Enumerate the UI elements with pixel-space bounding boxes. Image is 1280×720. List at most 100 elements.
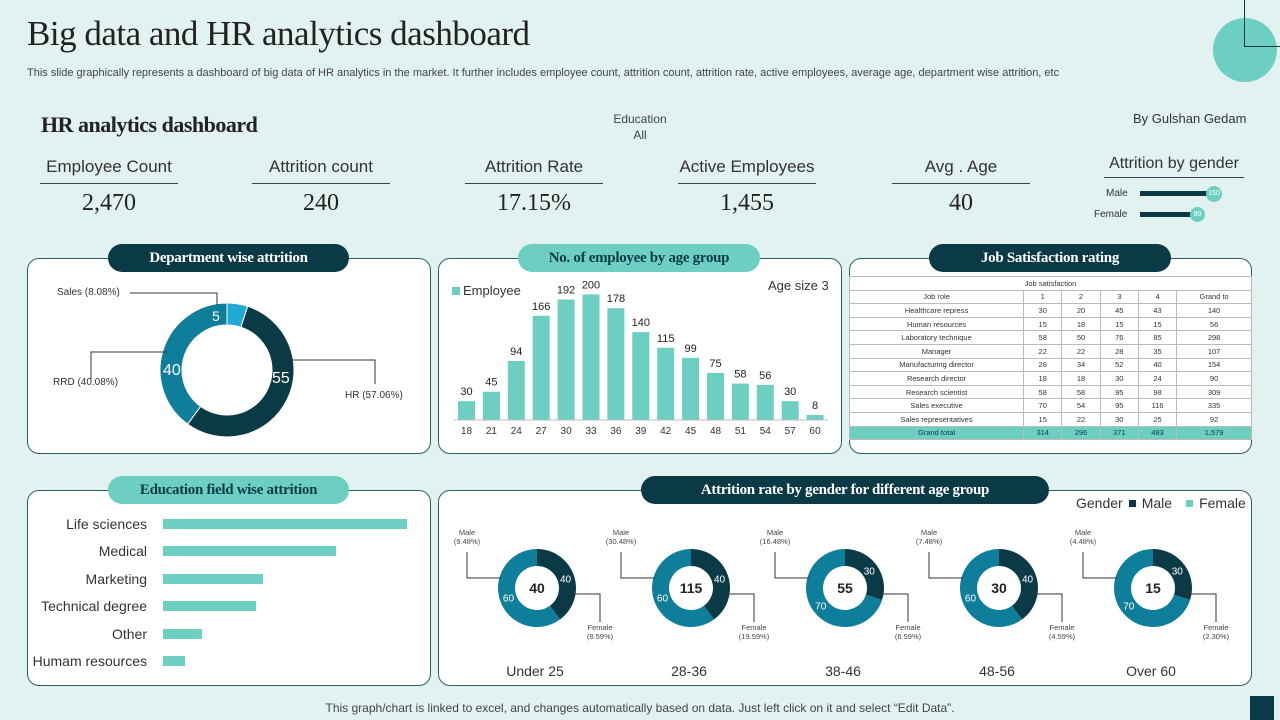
age-bar [632, 332, 650, 420]
table-cell: Human resources [848, 316, 1025, 332]
age-tick-label: 48 [710, 426, 722, 437]
table-cell: Manufacturing director [848, 357, 1025, 373]
table-cell: 45 [1099, 303, 1139, 318]
age-tick-label: 30 [561, 426, 573, 437]
male-value: 40 [1022, 575, 1034, 586]
female-callout: Female (2.30%) [1203, 623, 1230, 641]
table-cell: 4 [1137, 289, 1178, 305]
table-row: Research scientist 58 58 95 98 309 [848, 384, 1252, 400]
age-tick-label: 21 [486, 426, 498, 437]
table-cell: 18 [1061, 371, 1101, 386]
age-tick-label: 54 [760, 426, 772, 437]
gender-age-title: Attrition rate by gender for different a… [641, 476, 1049, 504]
male-callout: Male (30.48%) [606, 528, 637, 546]
table-cell: 30 [1099, 371, 1139, 386]
kpi-attrition-rate: Attrition Rate 17.15% [465, 157, 603, 217]
gender-legend: Gender Male Female [1076, 495, 1246, 511]
female-callout: Female (8.59%) [587, 623, 614, 641]
table-cell: Laboratory technique [848, 330, 1025, 345]
table-cell: 43 [1137, 303, 1178, 318]
donut-center-value: 40 [529, 580, 545, 596]
table-cell: Sales executive [848, 398, 1025, 413]
dept-rrd-value: 40 [163, 362, 181, 379]
female-slice [960, 549, 1022, 627]
female-leader-line [721, 593, 755, 622]
edu-bar [163, 546, 337, 557]
age-annotation: Age size 3 [768, 278, 829, 293]
male-slice [537, 549, 576, 620]
female-leader-line [1183, 593, 1217, 622]
table-row: Research director 18 18 30 24 90 [848, 371, 1252, 386]
age-bar-label: 166 [532, 301, 550, 313]
job-satisfaction-title: Job Satisfaction rating [929, 244, 1171, 272]
edu-bar-label: Medical [98, 543, 147, 560]
age-bar [458, 401, 475, 420]
table-cell: 95 [1099, 398, 1139, 413]
age-bar-label: 45 [485, 377, 497, 389]
author: By Gulshan Gedam [1133, 111, 1247, 126]
table-cell: 371 [1099, 425, 1139, 441]
rrd-leader-line [90, 351, 167, 379]
age-tick-label: 36 [610, 426, 622, 437]
age-bar-label: 75 [709, 358, 721, 370]
dept-sales-value: 5 [212, 308, 220, 324]
page-subtitle: This slide graphically represents a dash… [27, 67, 1060, 79]
edu-bar-label: Humam resources [32, 653, 147, 669]
age-tick-label: 42 [660, 426, 672, 437]
female-leader-line [875, 593, 909, 622]
age-group-label: Over 60 [1126, 663, 1176, 679]
table-cell: 335 [1176, 398, 1252, 413]
age-legend: Employee [452, 283, 521, 298]
edu-bar-row: Marketing [27, 569, 417, 591]
female-value: 60 [657, 593, 669, 604]
edu-bar-row: Other [27, 624, 417, 646]
gender-legend-female: Female [1199, 495, 1246, 511]
gender-female-value: 90 [1190, 207, 1205, 222]
age-bar [657, 347, 675, 420]
table-cell: 15 [1137, 316, 1178, 332]
table-cell: 34 [1061, 357, 1101, 373]
gender-male-label: Male [1106, 188, 1128, 199]
edu-bar-row: Medical [27, 541, 417, 563]
age-bar [781, 401, 799, 420]
age-bar-label: 140 [632, 317, 650, 329]
dashboard-title: HR analytics dashboard [41, 112, 258, 137]
age-group-title: No. of employee by age group [518, 244, 760, 272]
kpi-attrition-count: Attrition count 240 [252, 157, 390, 217]
age-bar-label: 94 [510, 346, 522, 358]
table-cell: 1,579 [1176, 425, 1252, 441]
table-cell: 58 [1023, 330, 1063, 345]
age-bar-label: 178 [607, 293, 625, 305]
job-satisfaction-table: Job satisfaction Job role 1 2 3 4 Grand to Hea… [848, 276, 1252, 441]
table-cell: 154 [1176, 357, 1252, 373]
edu-bar [163, 573, 264, 584]
kpi-value: 17.15% [497, 190, 571, 216]
male-leader-line [466, 552, 501, 579]
kpi-employee-count: Employee Count 2,470 [40, 157, 178, 217]
female-value: 70 [815, 602, 827, 613]
kpi-value: 2,470 [82, 190, 136, 216]
dept-attrition-title: Department wise attrition [108, 244, 349, 272]
corner-square [1250, 696, 1274, 720]
dept-sales-label: Sales (8.08%) [57, 287, 120, 298]
gender-legend-male: Male [1141, 495, 1173, 511]
dept-hr-value: 55 [272, 370, 290, 387]
edu-bar-label: Other [111, 625, 147, 642]
female-value: 60 [503, 593, 515, 604]
table-row: Sales executive 70 54 95 116 335 [848, 398, 1252, 413]
corner-frame [1244, 0, 1280, 47]
table-cell: 25 [1137, 411, 1178, 427]
female-callout: Female (6.59%) [895, 623, 922, 641]
table-cell: 24 [1137, 371, 1178, 386]
table-cell: Research scientist [848, 384, 1025, 400]
education-filter[interactable]: Education All [590, 111, 690, 143]
age-bar-label: 30 [784, 386, 796, 398]
table-cell: 40 [1137, 357, 1178, 373]
table-cell: Grand to [1176, 289, 1252, 305]
table-cell: 54 [1061, 398, 1101, 413]
table-cell: 52 [1099, 357, 1139, 373]
age-tick-label: 39 [635, 426, 647, 437]
kpi-active-employees: Active Employees 1,455 [678, 157, 816, 217]
age-bar [482, 391, 500, 420]
male-swatch [1128, 499, 1136, 507]
